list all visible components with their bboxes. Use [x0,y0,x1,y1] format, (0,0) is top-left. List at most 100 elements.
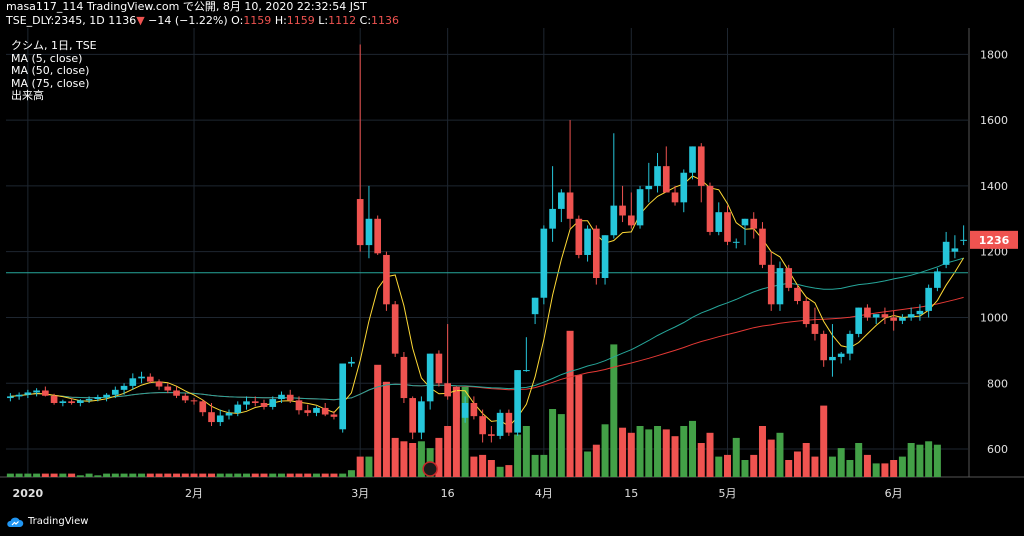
candle-body [400,356,408,399]
candle-body [558,192,565,209]
candle-body [313,407,320,413]
candle-body [680,172,688,203]
candle-body [488,434,495,436]
legend-ma50[interactable]: MA (50, close) [11,64,90,77]
candle-body [251,401,259,403]
candle-body [759,228,766,265]
volume-bar [181,473,189,477]
candle-body [715,212,723,232]
volume-bar [522,426,530,477]
candle-body [120,385,128,390]
candle-body [549,208,556,229]
candle-body [295,400,303,411]
candle-body [138,376,145,379]
volume-bar [24,473,32,477]
volume-bar [758,426,766,477]
volume-bar [435,437,443,477]
volume-bar [741,460,749,477]
candle-body [829,356,836,361]
volume-bar [592,444,600,477]
volume-bar [199,473,207,477]
candle-body [750,218,758,229]
legend-ma75[interactable]: MA (75, close) [11,76,90,90]
x-tick-label: 5月 [719,487,737,500]
candle-body [724,212,731,242]
candle-body [59,401,67,403]
legend-volume[interactable]: 出来高 [11,89,44,102]
volume-bar [697,443,705,477]
publish-info: masa117_114 TradingView.com で公開, 8月 10, … [6,0,367,13]
candle-body [111,389,119,395]
candle-body [260,402,268,407]
volume-bar [549,409,557,477]
volume-bar [925,441,933,477]
candle-body [155,381,163,387]
candle-body [934,271,941,288]
tradingview-brand[interactable]: TradingView [6,514,88,530]
candle-body [365,218,373,246]
candle-body [671,192,679,203]
volume-bar [417,441,425,477]
candle-body [470,402,478,417]
volume-bar [120,473,128,477]
candle-body [383,254,390,305]
candle-body [348,361,355,364]
volume-bar [146,473,154,477]
volume-bar [505,465,513,477]
last-price-label: 1236 [979,234,1010,247]
candle-body [837,353,845,357]
volume-bar [243,473,250,477]
y-tick-label: 1800 [980,48,1008,61]
volume-bar [260,473,268,477]
x-tick-label: 15 [624,487,638,500]
volume-bar [837,448,845,477]
volume-bar [872,463,880,477]
volume-bar [715,456,723,477]
volume-bar [365,456,373,477]
volume-bar [50,473,58,477]
volume-bar [190,473,198,477]
volume-bar [890,460,898,477]
candle-body [409,398,416,433]
candle-body [181,395,189,401]
volume-bar [907,443,915,477]
earnings-marker-icon [422,461,438,477]
volume-bar [164,473,172,477]
volume-bar [680,426,688,477]
volume-bar [514,434,522,477]
legend-ma5[interactable]: MA (5, close) [11,51,83,65]
candle-body [575,218,583,255]
volume-bar [496,466,504,477]
legend-symbol[interactable]: クシム, 1日, TSE [11,39,97,52]
candle-body [146,376,154,382]
volume-bar [785,460,793,477]
volume-bar [846,460,854,477]
candle-body [697,146,705,186]
x-tick-label: 3月 [351,487,369,500]
volume-bar [619,427,627,477]
volume-bar [584,451,592,477]
candle-body [304,410,312,413]
volume-bar [452,386,460,477]
candle-body [339,363,347,430]
candle-body [645,185,653,190]
volume-bar [173,473,181,477]
x-tick-label: 4月 [535,487,553,500]
volume-bar [382,381,390,477]
candle-body [732,241,740,243]
low-label: L: [318,14,329,27]
volume-bar [750,454,758,477]
volume-bar [234,473,242,477]
volume-bar [129,473,137,477]
candle-body [330,414,338,417]
volume-bar [321,473,329,477]
candle-body [190,400,198,402]
x-tick-label: 2020 [13,487,44,500]
candle-body [426,353,434,402]
volume-bar [347,470,355,477]
brand-label: TradingView [28,516,89,527]
price-chart[interactable]: 600 800 1000 1200 1400 1600 1800 1236 2020 2月 3月 16… [0,28,1024,514]
volume-bar [330,473,338,477]
candle-body [374,218,382,254]
candle-body [706,185,714,232]
